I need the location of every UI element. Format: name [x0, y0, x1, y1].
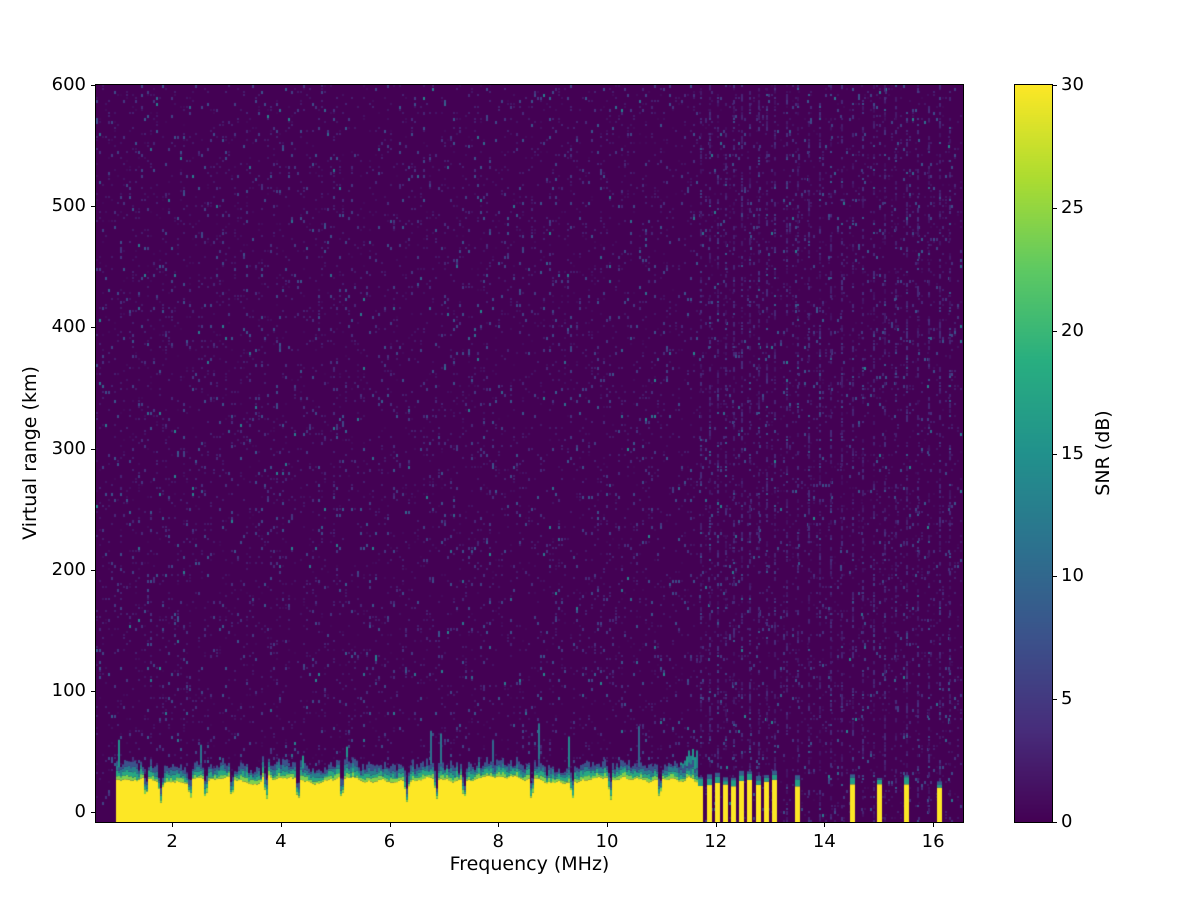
- x-tick-mark: [606, 823, 608, 827]
- x-tick-mark: [172, 823, 174, 827]
- y-tick-mark: [91, 448, 95, 450]
- x-axis-label: Frequency (MHz): [449, 853, 610, 875]
- colorbar-border: [1014, 84, 1053, 823]
- x-tick-label: 8: [492, 831, 504, 852]
- colorbar-tick-mark: [1053, 822, 1057, 823]
- y-tick-label: 400: [51, 316, 86, 338]
- x-tick-mark: [715, 823, 717, 827]
- x-tick-mark: [498, 823, 500, 827]
- y-tick-label: 200: [51, 558, 86, 580]
- y-tick-label: 100: [51, 680, 86, 702]
- colorbar-tick-mark: [1053, 330, 1057, 332]
- y-tick-mark: [91, 812, 95, 814]
- colorbar-tick-label: 30: [1061, 74, 1084, 95]
- x-tick-mark: [389, 823, 391, 827]
- y-tick-mark: [91, 206, 95, 208]
- ionogram-heatmap-canvas: [96, 85, 963, 822]
- y-tick-label: 600: [51, 74, 86, 95]
- colorbar-tick-mark: [1053, 576, 1057, 578]
- x-tick-label: 10: [595, 831, 619, 852]
- colorbar-tick-label: 0: [1061, 811, 1073, 832]
- colorbar-canvas: [1015, 85, 1052, 822]
- y-tick-label: 500: [51, 195, 86, 217]
- colorbar-tick-mark: [1053, 207, 1057, 209]
- y-tick-label: 300: [51, 437, 86, 459]
- plot-border: [95, 84, 964, 823]
- y-tick-mark: [91, 691, 95, 693]
- x-tick-mark: [933, 823, 935, 827]
- y-tick-label: 0: [74, 801, 86, 823]
- colorbar-tick-mark: [1053, 699, 1057, 701]
- y-tick-mark: [91, 85, 95, 86]
- x-tick-mark: [280, 823, 282, 827]
- colorbar-tick-label: 15: [1061, 442, 1084, 464]
- y-tick-mark: [91, 569, 95, 571]
- x-tick-label: 12: [704, 831, 728, 852]
- x-tick-label: 4: [275, 831, 287, 852]
- x-tick-mark: [824, 823, 826, 827]
- x-tick-label: 2: [166, 831, 178, 852]
- y-tick-mark: [91, 327, 95, 329]
- x-tick-label: 14: [812, 831, 836, 852]
- colorbar-tick-mark: [1053, 453, 1057, 455]
- colorbar-tick-label: 5: [1061, 688, 1073, 710]
- colorbar-tick-label: 25: [1061, 196, 1084, 218]
- colorbar-tick-label: 10: [1061, 565, 1084, 587]
- x-tick-label: 6: [383, 831, 396, 852]
- colorbar-label: SNR (dB): [1092, 410, 1114, 496]
- colorbar-tick-label: 20: [1061, 319, 1084, 341]
- x-tick-label: 16: [921, 831, 945, 852]
- colorbar-tick-mark: [1053, 85, 1057, 86]
